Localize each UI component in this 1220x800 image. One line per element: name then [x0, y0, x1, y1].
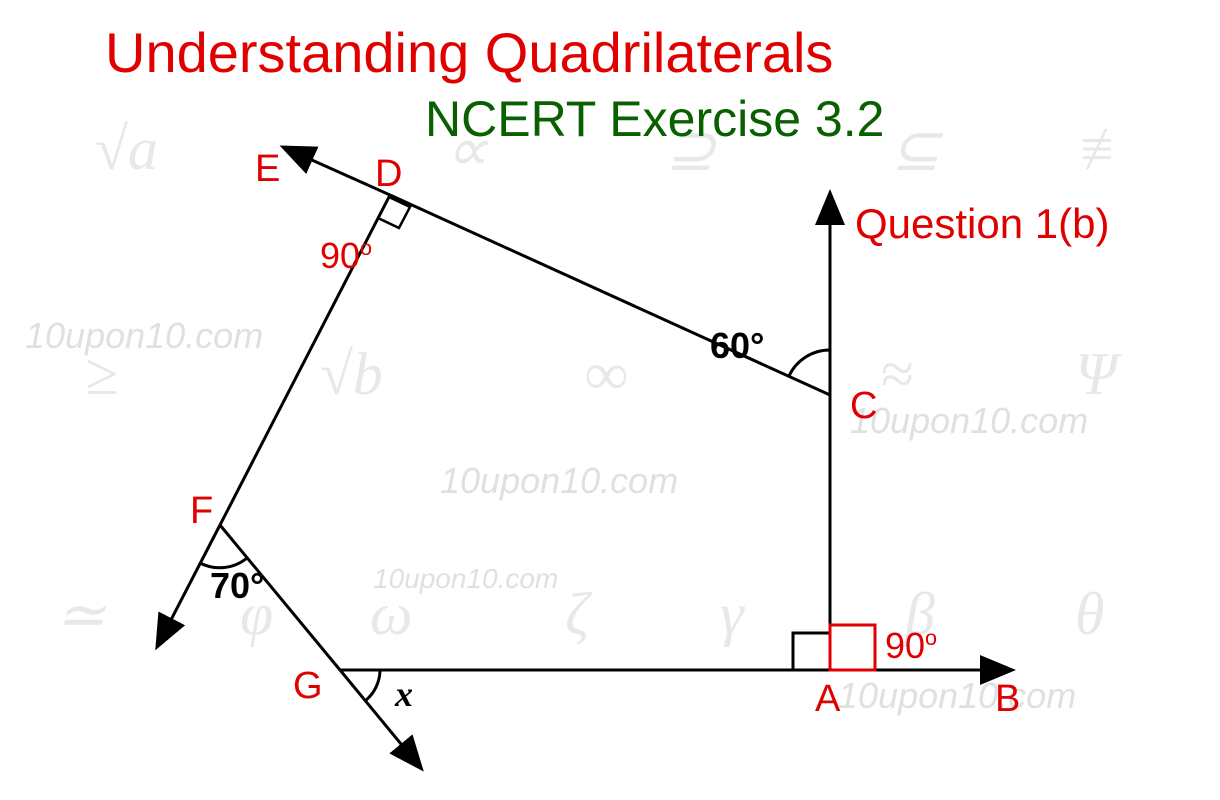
title-sub: NCERT Exercise 3.2	[425, 90, 884, 148]
angle-c-60: 60°	[710, 325, 764, 367]
angle-f-70: 70°	[210, 565, 264, 607]
title-main: Understanding Quadrilaterals	[105, 20, 833, 85]
vertex-e: E	[255, 148, 280, 191]
vertex-a: A	[815, 678, 840, 721]
vertex-f: F	[190, 490, 213, 533]
vertex-d: D	[375, 153, 402, 196]
angle-d-90: 90o	[320, 235, 372, 277]
angle-a-90: 90o	[885, 625, 937, 667]
vertex-c: C	[850, 385, 877, 428]
vertex-g: G	[293, 665, 323, 708]
vertex-b: B	[995, 678, 1020, 721]
question-label: Question 1(b)	[855, 200, 1109, 248]
angle-x: x	[395, 673, 413, 715]
